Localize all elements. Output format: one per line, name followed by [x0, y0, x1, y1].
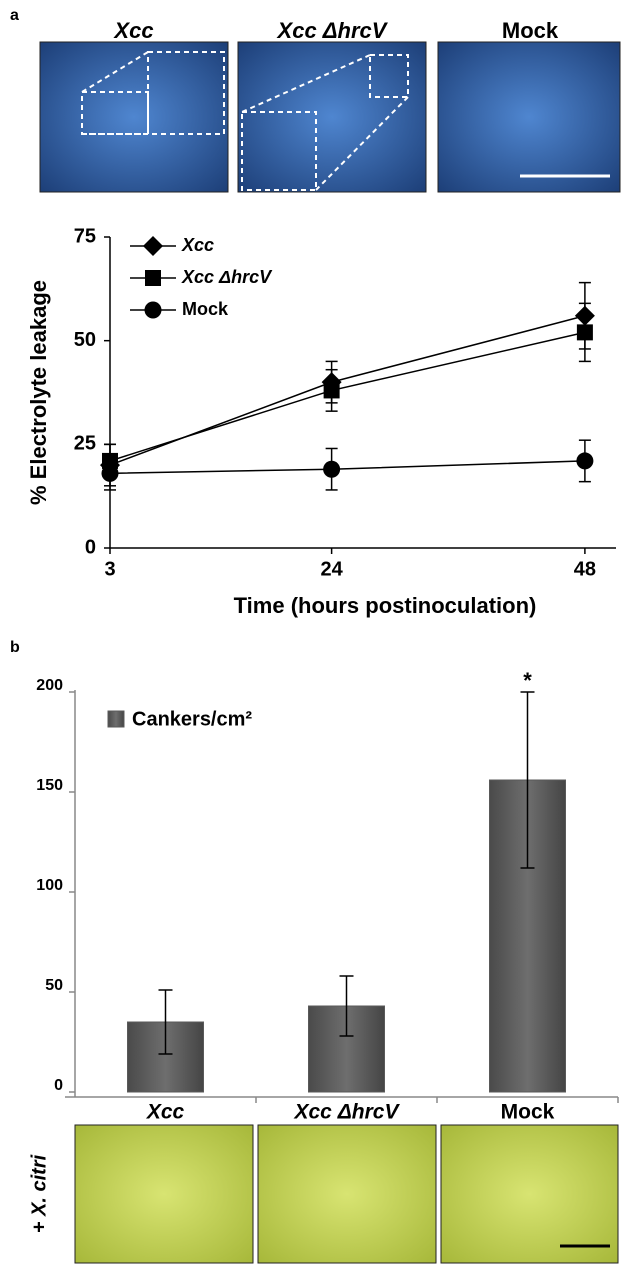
legend-swatch: [107, 710, 125, 728]
y-tick-label: 50: [74, 329, 96, 351]
data-point: [323, 382, 340, 399]
data-point: [576, 324, 593, 341]
y-axis-label: % Electrolyte leakage: [26, 280, 51, 505]
panel-label: b: [10, 639, 20, 656]
x-axis-label: Time (hours postinoculation): [234, 593, 537, 618]
x-tick-label: 48: [574, 558, 596, 580]
image-title: Xcc: [112, 18, 153, 43]
legend-label: Mock: [182, 299, 229, 319]
image-title: Xcc ΔhrcV: [276, 18, 389, 43]
y-tick-label: 0: [85, 536, 96, 558]
x-tick-label: Xcc ΔhrcV: [294, 1101, 401, 1124]
leaf-photos: [74, 1124, 619, 1264]
annotation: *: [523, 668, 532, 693]
image-title: Mock: [502, 18, 559, 43]
series-line: [109, 331, 586, 462]
data-point: [101, 464, 119, 482]
y-tick-label: 0: [54, 1077, 63, 1094]
legend-marker: [145, 270, 161, 286]
y-tick-label: 200: [36, 677, 63, 694]
legend-label: Xcc: [181, 235, 214, 255]
y-tick-label: 25: [74, 433, 96, 455]
y-tick-label: 150: [36, 777, 63, 794]
data-point: [576, 452, 594, 470]
x-tick-label: Mock: [501, 1101, 555, 1124]
x-tick-label: 24: [320, 558, 343, 580]
micrographs: [39, 41, 621, 193]
legend-label: Cankers/cm²: [132, 708, 252, 730]
y-tick-label: 50: [45, 977, 63, 994]
panel-label: a: [10, 7, 19, 24]
x-tick-label: 3: [104, 558, 115, 580]
x-tick-label: Xcc: [146, 1101, 185, 1124]
y-tick-label: 75: [74, 225, 96, 247]
y-tick-label: 100: [36, 877, 63, 894]
series-line: [109, 460, 585, 475]
legend-marker: [144, 301, 162, 319]
data-point: [323, 460, 341, 478]
legend-label: Xcc ΔhrcV: [181, 267, 273, 287]
side-label: + X. citri: [28, 1154, 50, 1233]
legend-marker: [143, 236, 163, 256]
series-line: [109, 315, 586, 466]
